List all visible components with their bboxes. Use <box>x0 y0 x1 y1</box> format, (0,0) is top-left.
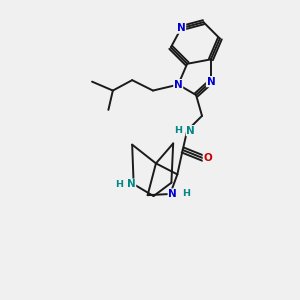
Text: N: N <box>168 189 177 199</box>
Text: N: N <box>174 80 183 90</box>
Text: N: N <box>207 76 215 87</box>
Text: H: H <box>182 190 190 199</box>
Text: H: H <box>174 126 182 135</box>
Text: N: N <box>177 23 186 33</box>
Text: N: N <box>186 126 195 136</box>
Text: N: N <box>127 179 136 189</box>
Text: H: H <box>116 180 123 189</box>
Text: O: O <box>203 153 212 163</box>
